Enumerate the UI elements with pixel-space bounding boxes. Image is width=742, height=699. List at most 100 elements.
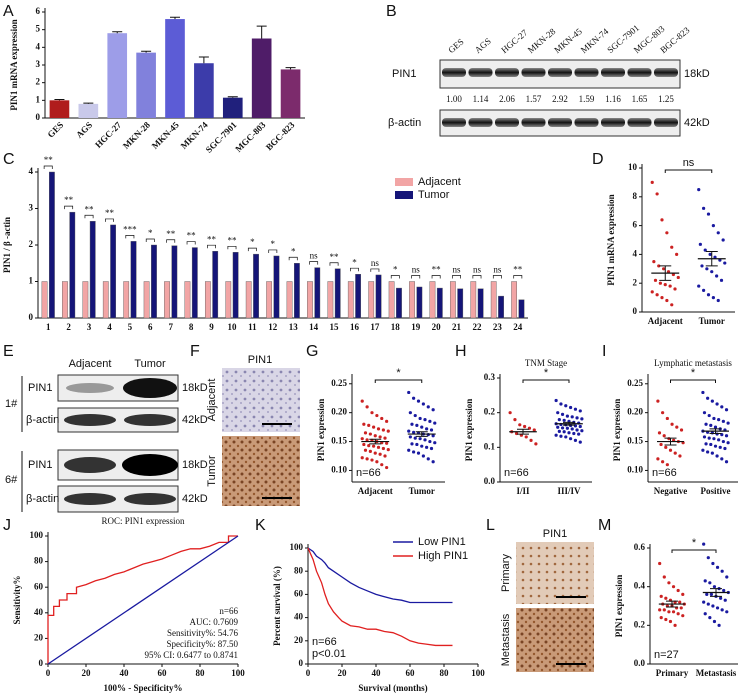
bar bbox=[49, 171, 55, 319]
row-label: β-actin bbox=[388, 117, 421, 129]
error-bar bbox=[112, 31, 123, 34]
bar bbox=[110, 224, 117, 319]
point bbox=[673, 287, 677, 291]
y-tick-label: 8 bbox=[633, 191, 638, 201]
point bbox=[368, 432, 372, 436]
point bbox=[723, 446, 727, 451]
point bbox=[367, 423, 371, 427]
sem-bar bbox=[705, 251, 718, 267]
band bbox=[124, 493, 176, 505]
band bbox=[123, 378, 177, 398]
row-label: Adjacent bbox=[206, 379, 218, 422]
sig-bracket bbox=[247, 247, 257, 252]
x-tick-label: 17 bbox=[370, 322, 380, 332]
y-axis-label: Percent survival (%) bbox=[272, 566, 282, 646]
point bbox=[653, 278, 658, 282]
bar bbox=[511, 281, 517, 319]
sig-label: ** bbox=[187, 231, 197, 241]
point bbox=[697, 188, 701, 192]
x-tick-label: 40 bbox=[372, 668, 382, 678]
note: n=66 bbox=[504, 467, 529, 479]
panel-label: F bbox=[190, 343, 200, 360]
sig-bracket bbox=[664, 169, 713, 173]
point bbox=[662, 267, 666, 271]
bar bbox=[204, 281, 211, 319]
x-axis-label: 100% - Specificity% bbox=[104, 683, 183, 693]
quant-label: 2.92 bbox=[552, 94, 568, 104]
bar bbox=[102, 281, 109, 319]
point bbox=[706, 450, 710, 454]
point bbox=[671, 272, 675, 277]
annotation: Sensitivity%: 54.76 bbox=[167, 628, 239, 638]
point bbox=[681, 614, 685, 618]
x-tick-label: 11 bbox=[248, 322, 257, 332]
sem-bar bbox=[709, 428, 722, 434]
point bbox=[711, 296, 715, 300]
point bbox=[661, 411, 665, 415]
note: n=66 bbox=[652, 467, 677, 479]
point bbox=[370, 458, 374, 462]
sig-bracket bbox=[207, 244, 216, 249]
y-tick-label: 0.15 bbox=[627, 436, 643, 446]
band bbox=[627, 68, 652, 77]
y-tick-label: 0 bbox=[36, 112, 41, 122]
point bbox=[362, 422, 366, 426]
sig-bracket bbox=[64, 205, 74, 210]
bar bbox=[286, 281, 293, 319]
point bbox=[707, 436, 711, 440]
point bbox=[407, 448, 411, 452]
column-label: Adjacent bbox=[69, 358, 112, 370]
point bbox=[386, 448, 390, 452]
sig-bracket bbox=[309, 261, 319, 265]
y-tick-label: 60 bbox=[294, 588, 304, 598]
point bbox=[702, 542, 706, 546]
point bbox=[703, 579, 707, 583]
error-bar bbox=[54, 98, 65, 101]
point bbox=[365, 457, 369, 461]
y-tick-label: 0.0 bbox=[484, 476, 496, 486]
y-tick-label: 0.6 bbox=[634, 542, 646, 552]
x-tick-label: 40 bbox=[120, 668, 130, 678]
point bbox=[373, 434, 377, 438]
point bbox=[560, 426, 565, 430]
bar bbox=[375, 274, 382, 319]
point bbox=[557, 429, 561, 433]
bar bbox=[164, 281, 170, 319]
x-tick-label: 100 bbox=[231, 668, 245, 678]
bar bbox=[222, 97, 243, 118]
point bbox=[715, 565, 720, 569]
sig-label: ns bbox=[473, 265, 482, 275]
bar bbox=[490, 281, 497, 319]
point bbox=[386, 429, 390, 433]
group-label: 1# bbox=[5, 398, 18, 410]
point bbox=[673, 451, 677, 455]
point bbox=[710, 451, 714, 455]
point bbox=[370, 411, 374, 415]
x-tick-label: 0 bbox=[46, 668, 51, 678]
error-bar bbox=[256, 25, 267, 39]
point bbox=[413, 436, 417, 440]
y-tick-label: 2 bbox=[29, 239, 34, 249]
x-tick-label: 20 bbox=[82, 668, 92, 678]
point bbox=[380, 463, 384, 467]
x-tick-label: 22 bbox=[472, 322, 482, 332]
note: n=66 bbox=[356, 467, 381, 479]
point bbox=[715, 606, 720, 610]
row-label: β-actin bbox=[26, 493, 59, 505]
sem-bar bbox=[517, 428, 529, 435]
point bbox=[407, 429, 411, 433]
sig-label: ** bbox=[513, 265, 523, 275]
panel-label: G bbox=[306, 343, 318, 360]
sig-bracket bbox=[288, 256, 298, 261]
point bbox=[513, 418, 517, 422]
point bbox=[668, 448, 673, 452]
bar bbox=[368, 281, 375, 319]
point bbox=[564, 435, 568, 439]
bar bbox=[89, 221, 96, 319]
x-tick-label: 21 bbox=[452, 322, 462, 332]
point bbox=[671, 585, 676, 589]
sem-bar bbox=[664, 437, 677, 446]
point bbox=[676, 612, 680, 616]
point bbox=[702, 600, 706, 604]
point bbox=[580, 417, 584, 421]
